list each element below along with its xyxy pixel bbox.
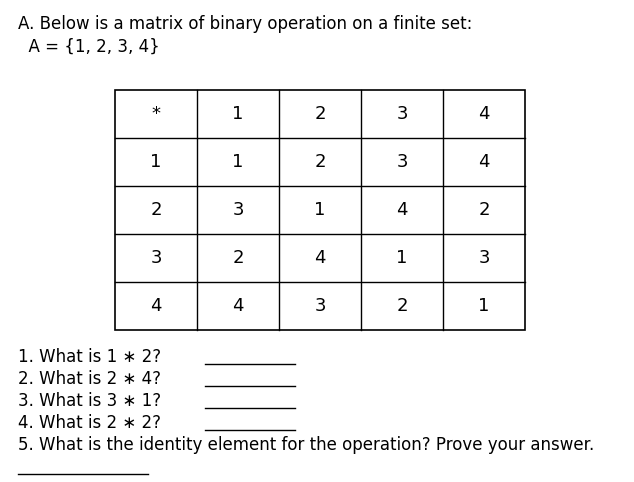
Text: 1: 1 xyxy=(396,249,408,267)
Text: 1: 1 xyxy=(478,297,489,315)
Text: 4: 4 xyxy=(396,201,408,219)
Text: 4. What is 2 ∗ 2?: 4. What is 2 ∗ 2? xyxy=(18,414,161,432)
Text: 1: 1 xyxy=(314,201,326,219)
Text: 3: 3 xyxy=(314,297,326,315)
Text: 3: 3 xyxy=(478,249,489,267)
Text: A. Below is a matrix of binary operation on a finite set:: A. Below is a matrix of binary operation… xyxy=(18,15,472,33)
Text: 4: 4 xyxy=(232,297,243,315)
Text: A = {1, 2, 3, 4}: A = {1, 2, 3, 4} xyxy=(18,38,160,56)
Text: 3. What is 3 ∗ 1?: 3. What is 3 ∗ 1? xyxy=(18,392,161,410)
Text: *: * xyxy=(152,105,160,123)
Text: 3: 3 xyxy=(396,153,408,171)
Text: 3: 3 xyxy=(232,201,243,219)
Text: 3: 3 xyxy=(150,249,162,267)
Text: 2: 2 xyxy=(150,201,162,219)
Text: 4: 4 xyxy=(314,249,326,267)
Text: 1: 1 xyxy=(150,153,162,171)
Text: 1: 1 xyxy=(232,105,243,123)
Text: 2: 2 xyxy=(314,105,326,123)
Text: 4: 4 xyxy=(150,297,162,315)
Text: 3: 3 xyxy=(396,105,408,123)
Text: 2: 2 xyxy=(232,249,243,267)
Text: 2: 2 xyxy=(314,153,326,171)
Text: 2: 2 xyxy=(478,201,489,219)
Text: 4: 4 xyxy=(478,105,489,123)
Text: 2: 2 xyxy=(396,297,408,315)
Text: 1. What is 1 ∗ 2?: 1. What is 1 ∗ 2? xyxy=(18,348,161,366)
Text: 1: 1 xyxy=(232,153,243,171)
Text: 4: 4 xyxy=(478,153,489,171)
Text: 2. What is 2 ∗ 4?: 2. What is 2 ∗ 4? xyxy=(18,370,161,388)
Text: 5. What is the identity element for the operation? Prove your answer.: 5. What is the identity element for the … xyxy=(18,436,594,454)
